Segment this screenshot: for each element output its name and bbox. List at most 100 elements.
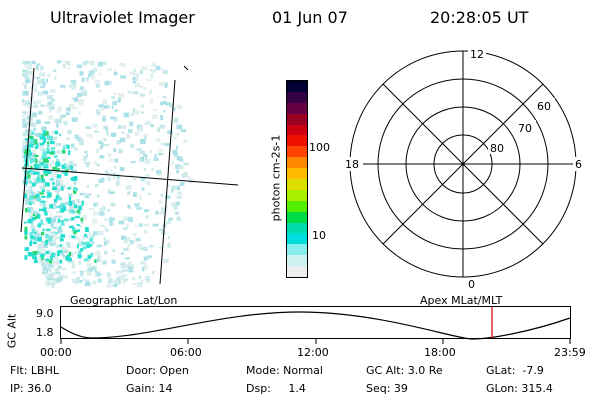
image-pixel bbox=[29, 232, 33, 237]
image-pixel bbox=[93, 231, 98, 236]
image-pixel bbox=[40, 219, 43, 224]
image-pixel bbox=[70, 177, 75, 181]
colorbar-band bbox=[287, 211, 307, 223]
image-pixel bbox=[40, 85, 45, 88]
image-pixel bbox=[39, 185, 46, 190]
image-pixel bbox=[136, 207, 143, 210]
image-pixel bbox=[107, 188, 110, 194]
image-pixel bbox=[32, 215, 35, 218]
image-pixel bbox=[81, 77, 85, 83]
image-pixel bbox=[57, 250, 63, 254]
image-pixel bbox=[149, 245, 154, 248]
image-pixel bbox=[128, 265, 134, 270]
image-pixel bbox=[67, 245, 72, 248]
image-pixel bbox=[65, 201, 69, 206]
image-pixel bbox=[35, 64, 39, 70]
image-pixel bbox=[105, 260, 108, 263]
image-pixel bbox=[44, 131, 49, 136]
image-pixel bbox=[52, 182, 56, 185]
image-pixel bbox=[99, 145, 103, 150]
image-pixel bbox=[30, 122, 36, 125]
image-pixel bbox=[83, 236, 86, 240]
altitude-tick-1-8: 1.8 bbox=[36, 326, 54, 339]
image-pixel bbox=[45, 280, 49, 285]
colorbar-tick-10: 10 bbox=[312, 229, 326, 242]
image-pixel bbox=[88, 270, 91, 274]
image-pixel bbox=[114, 117, 118, 122]
image-pixel bbox=[45, 258, 50, 261]
image-pixel bbox=[34, 166, 39, 169]
image-pixel bbox=[51, 136, 58, 140]
image-pixel bbox=[34, 139, 38, 144]
image-pixel bbox=[159, 246, 162, 249]
image-pixel bbox=[75, 281, 79, 284]
image-pixel bbox=[51, 221, 55, 226]
image-pixel bbox=[127, 204, 131, 209]
image-pixel bbox=[24, 90, 29, 96]
image-pixel bbox=[98, 73, 102, 76]
image-pixel bbox=[22, 99, 25, 104]
image-pixel bbox=[64, 60, 68, 64]
colorbar-band bbox=[287, 179, 307, 190]
image-pixel bbox=[117, 270, 124, 274]
image-pixel bbox=[22, 111, 26, 114]
image-pixel bbox=[87, 193, 92, 196]
colorbar-band bbox=[287, 157, 307, 169]
image-pixel bbox=[43, 170, 48, 174]
image-pixel bbox=[181, 173, 186, 178]
image-pixel bbox=[25, 138, 30, 141]
image-pixel bbox=[30, 195, 35, 198]
image-pixel bbox=[152, 270, 155, 275]
image-pixel bbox=[29, 149, 32, 153]
image-pixel bbox=[188, 176, 191, 180]
image-pixel bbox=[25, 129, 31, 132]
image-pixel bbox=[92, 280, 97, 285]
image-pixel bbox=[35, 143, 38, 147]
image-pixel bbox=[22, 118, 27, 123]
image-pixel bbox=[160, 194, 164, 197]
image-pixel bbox=[158, 211, 164, 215]
image-pixel bbox=[152, 108, 158, 111]
image-pixel bbox=[44, 173, 49, 176]
image-pixel bbox=[33, 127, 37, 131]
image-pixel bbox=[145, 215, 149, 219]
image-pixel bbox=[58, 226, 62, 230]
image-pixel bbox=[51, 171, 56, 175]
image-pixel bbox=[80, 248, 84, 252]
image-pixel bbox=[37, 191, 42, 195]
image-pixel bbox=[74, 147, 78, 151]
image-pixel bbox=[76, 229, 80, 233]
image-pixel bbox=[34, 146, 39, 149]
image-pixel bbox=[83, 258, 89, 262]
image-pixel bbox=[71, 97, 75, 100]
image-pixel bbox=[45, 78, 48, 83]
image-pixel bbox=[72, 107, 79, 110]
image-pixel bbox=[103, 261, 107, 265]
image-pixel bbox=[44, 273, 49, 276]
image-pixel bbox=[40, 104, 46, 107]
image-pixel bbox=[26, 113, 31, 119]
image-pixel bbox=[52, 166, 58, 170]
image-pixel bbox=[42, 151, 48, 157]
image-pixel bbox=[144, 264, 149, 270]
image-pixel bbox=[61, 247, 67, 250]
image-pixel bbox=[28, 185, 33, 191]
image-pixel bbox=[85, 279, 90, 283]
image-pixel bbox=[51, 226, 57, 229]
image-pixel bbox=[79, 225, 82, 228]
image-pixel bbox=[101, 177, 105, 183]
image-pixel bbox=[123, 239, 128, 244]
image-pixel bbox=[30, 197, 34, 200]
image-pixel bbox=[57, 269, 60, 275]
time-tick-2359: 23:59 bbox=[554, 346, 586, 359]
image-pixel bbox=[50, 173, 57, 178]
colorbar-band bbox=[287, 200, 307, 212]
image-pixel bbox=[108, 274, 112, 280]
image-pixel bbox=[88, 231, 91, 236]
image-pixel bbox=[24, 249, 29, 252]
image-pixel bbox=[36, 132, 42, 138]
image-pixel bbox=[32, 210, 37, 215]
image-pixel bbox=[68, 251, 72, 256]
image-pixel bbox=[97, 61, 103, 67]
image-pixel bbox=[121, 266, 126, 269]
